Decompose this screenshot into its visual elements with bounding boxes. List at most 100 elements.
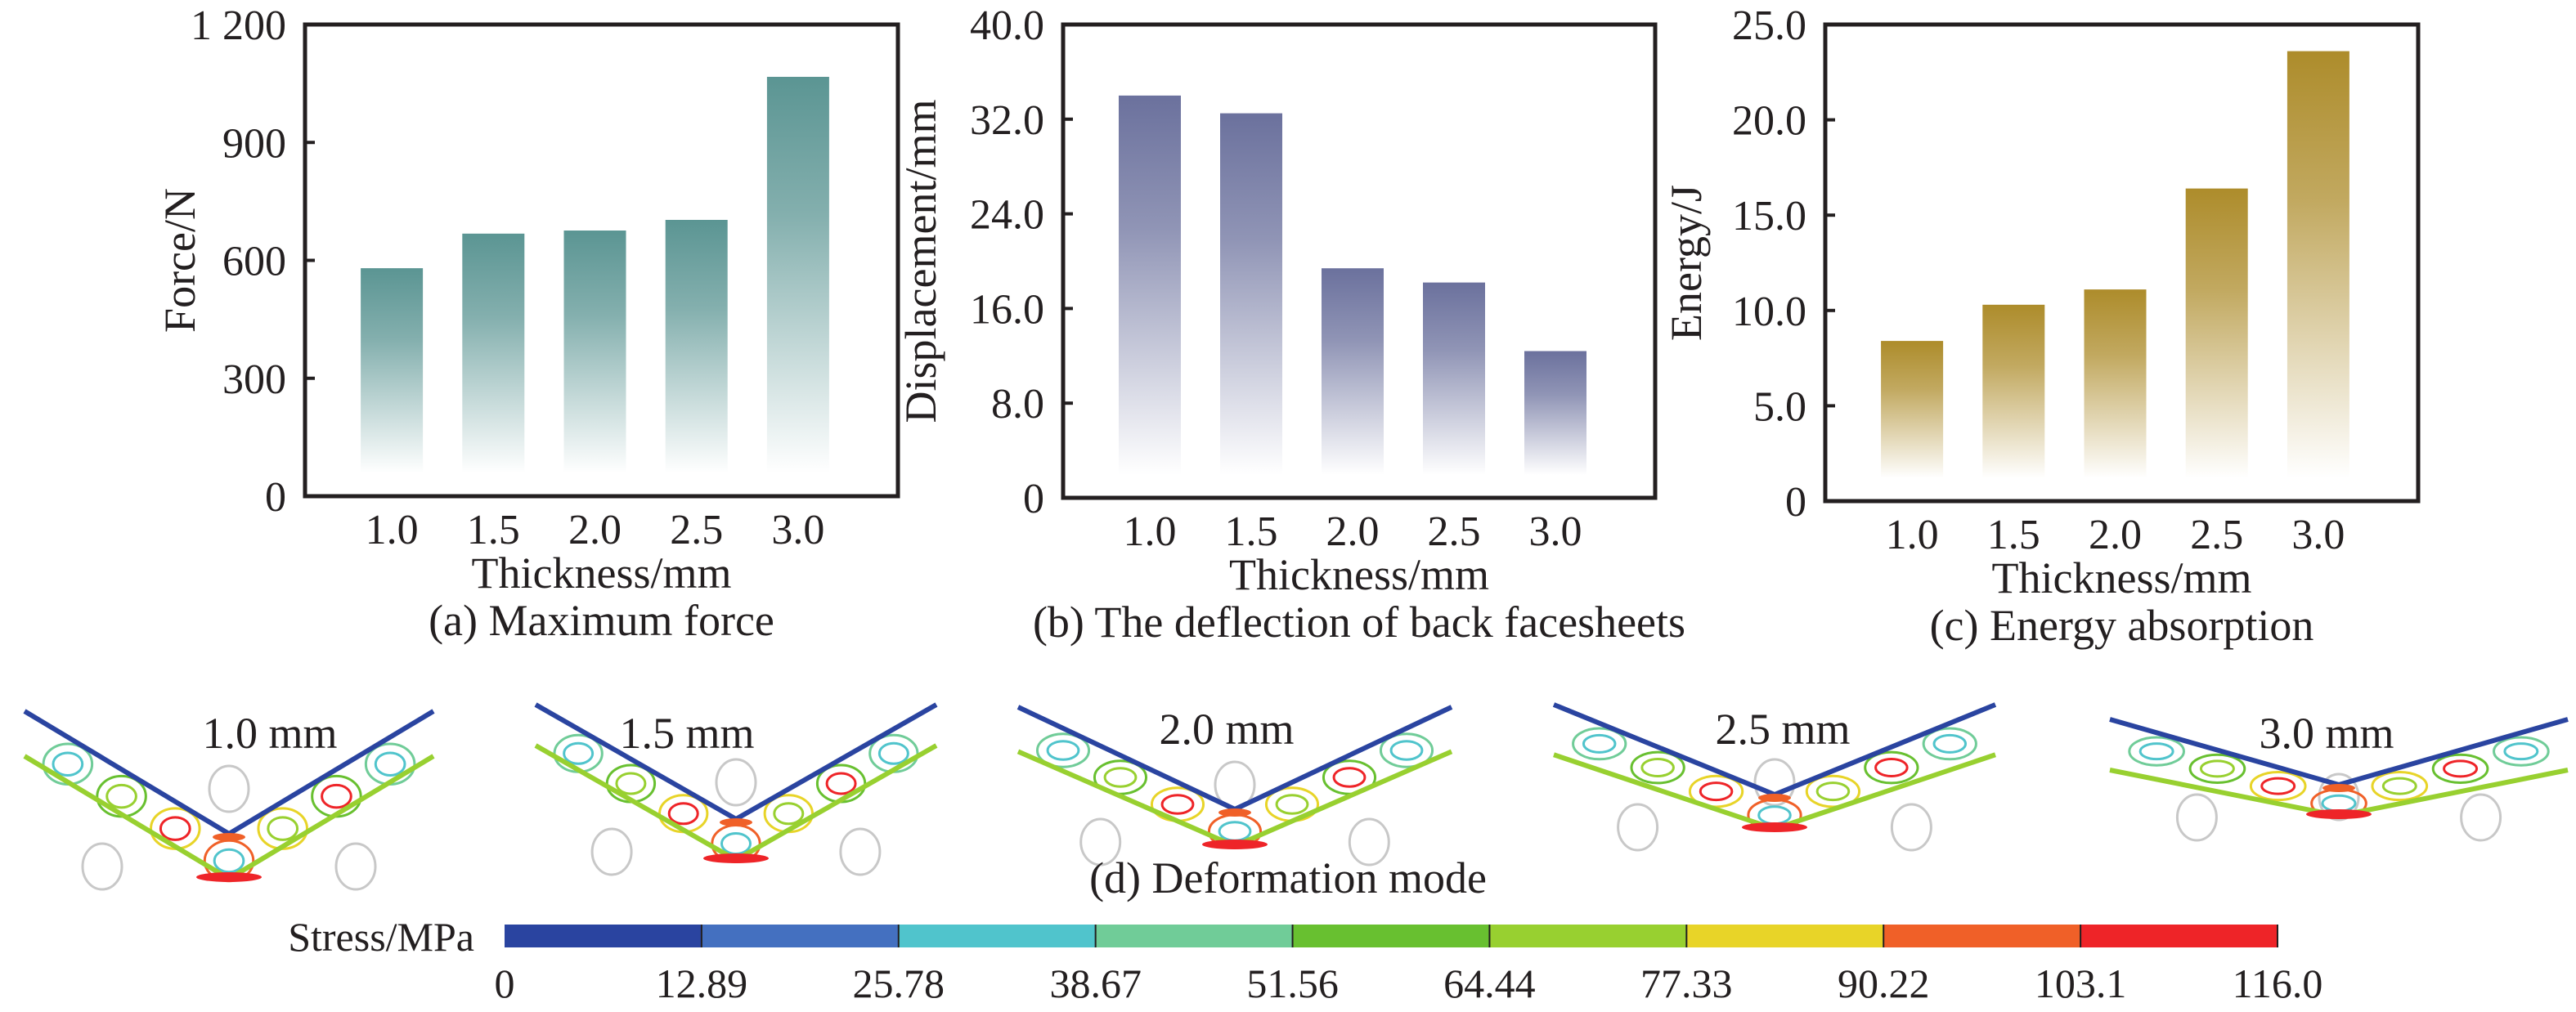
deformation-panel	[2109, 717, 2569, 842]
lattice-cell	[1932, 733, 1968, 754]
roller-support	[1348, 817, 1390, 866]
lattice-cell	[2493, 736, 2550, 767]
colorbar-segment	[898, 925, 1096, 947]
chart-back-facesheet-deflection: 0 8.0 16.0 24.0 32.0 40.0 1.0 1.5 2.0 2.5 3.0 Dis…	[896, 2, 1685, 647]
lattice-cell	[1379, 732, 1434, 768]
colorbar-segment	[701, 925, 899, 947]
lattice-cell	[2381, 777, 2417, 795]
lattice-cell	[1699, 781, 1734, 802]
roller-support	[1753, 758, 1796, 807]
lattice-cell	[2128, 736, 2185, 767]
bar	[2287, 51, 2349, 479]
y-tick-label: 16.0	[970, 286, 1044, 333]
x-tick-label: 3.0	[2291, 512, 2345, 558]
y-axis-label: Energy/J	[1662, 185, 1711, 341]
lattice-cell	[2431, 753, 2489, 784]
y-tick-label: 1 200	[191, 2, 286, 49]
x-axis-label: Thickness/mm	[472, 549, 732, 598]
roller-support	[334, 842, 377, 891]
y-tick-label: 900	[222, 120, 286, 167]
lattice-cell	[1582, 733, 1617, 754]
bar	[1423, 282, 1485, 475]
x-tick-label: 2.0	[568, 507, 622, 553]
y-tick-label: 8.0	[991, 381, 1044, 428]
roller-support	[590, 827, 633, 876]
bar	[766, 77, 829, 473]
y-tick-label: 24.0	[970, 192, 1044, 239]
x-tick-label: 2.5	[1428, 508, 1481, 555]
lattice-cell	[1815, 781, 1851, 802]
plot-frame	[1061, 22, 1658, 500]
panel-label: 2.0 mm	[1159, 705, 1294, 754]
colorbar-tick-label: 12.89	[656, 961, 748, 1006]
panel-label: 1.0 mm	[202, 709, 337, 758]
bar	[563, 231, 626, 473]
chart-caption: (c) Energy absorption	[1930, 601, 2314, 650]
colorbar-tick-label: 38.67	[1049, 961, 1142, 1006]
roller-support	[208, 764, 250, 813]
colorbar-segment	[1686, 925, 1884, 947]
lattice-cell	[1864, 750, 1919, 785]
y-tick-label: 300	[222, 356, 286, 403]
y-tick-label: 0	[1023, 476, 1044, 522]
stress-concentration	[1218, 808, 1251, 817]
stress-concentration	[703, 853, 769, 863]
lattice-cell	[1218, 821, 1252, 842]
colorbar-tick-label: 51.56	[1246, 961, 1339, 1006]
bar	[1982, 304, 2045, 478]
roller-support	[1079, 817, 1122, 866]
roller-support	[1617, 803, 1659, 852]
lattice-cell	[374, 751, 406, 777]
x-tick-label: 2.0	[1326, 508, 1380, 555]
lattice-cell	[2260, 777, 2296, 795]
y-tick-label: 32.0	[970, 97, 1044, 144]
bar	[665, 220, 728, 473]
colorbar-segment	[1883, 925, 2081, 947]
lattice-cell	[1046, 740, 1080, 761]
stress-concentration	[1758, 794, 1791, 802]
lattice-cell	[2443, 759, 2479, 778]
chart-energy-absorption: 0 5.0 10.0 15.0 20.0 25.0 1.0 1.5 2.0 2.5 3.0 Ene…	[1662, 2, 2421, 650]
y-tick-label: 0	[1785, 479, 1806, 526]
lattice-cell	[105, 783, 137, 809]
lattice-cell	[2188, 753, 2246, 784]
lattice-cell	[773, 802, 805, 826]
lattice-cell	[1160, 794, 1195, 815]
y-tick-label: 5.0	[1753, 383, 1806, 430]
bar	[1881, 341, 1944, 478]
roller-support	[1890, 803, 1932, 852]
lattice-cell	[52, 751, 84, 777]
colorbar-tick-label: 116.0	[2233, 961, 2323, 1006]
colorbar-tick-label: 103.1	[2035, 961, 2127, 1006]
lattice-cell	[615, 772, 647, 795]
y-tick-label: 600	[222, 239, 286, 285]
back-facesheet	[534, 743, 938, 863]
bar	[1322, 268, 1384, 475]
y-axis-label: Displacement/mm	[896, 100, 945, 423]
lattice-cell	[877, 741, 909, 765]
roller-support	[2460, 793, 2502, 842]
lattice-cell	[2503, 742, 2539, 761]
lattice-cell	[1922, 727, 1977, 761]
roller-support	[715, 758, 757, 807]
roller-support	[81, 842, 123, 891]
stress-colorbar: Stress/MPa 0 12.89 25.78 38.67 51.56 64.44 77.…	[288, 914, 2322, 1006]
lattice-cell	[267, 816, 299, 841]
bar	[2185, 188, 2248, 478]
roller-support	[839, 827, 882, 876]
panel-label: 1.5 mm	[619, 709, 754, 758]
lattice-cell	[213, 848, 245, 874]
colorbar-tick-label: 25.78	[853, 961, 945, 1006]
x-tick-label: 1.0	[1124, 508, 1177, 555]
lattice-cell	[2321, 794, 2357, 813]
y-tick-label: 20.0	[1732, 98, 1806, 145]
lattice-cell	[1275, 794, 1309, 815]
lattice-cell	[1874, 757, 1909, 777]
lattice-cell	[2371, 770, 2429, 802]
lattice-cell	[1332, 767, 1367, 788]
deformation-panel	[1552, 702, 1997, 852]
lattice-cell	[1630, 750, 1685, 785]
deformation-caption: (d) Deformation mode	[1089, 853, 1487, 902]
x-axis-label: Thickness/mm	[1229, 550, 1489, 599]
